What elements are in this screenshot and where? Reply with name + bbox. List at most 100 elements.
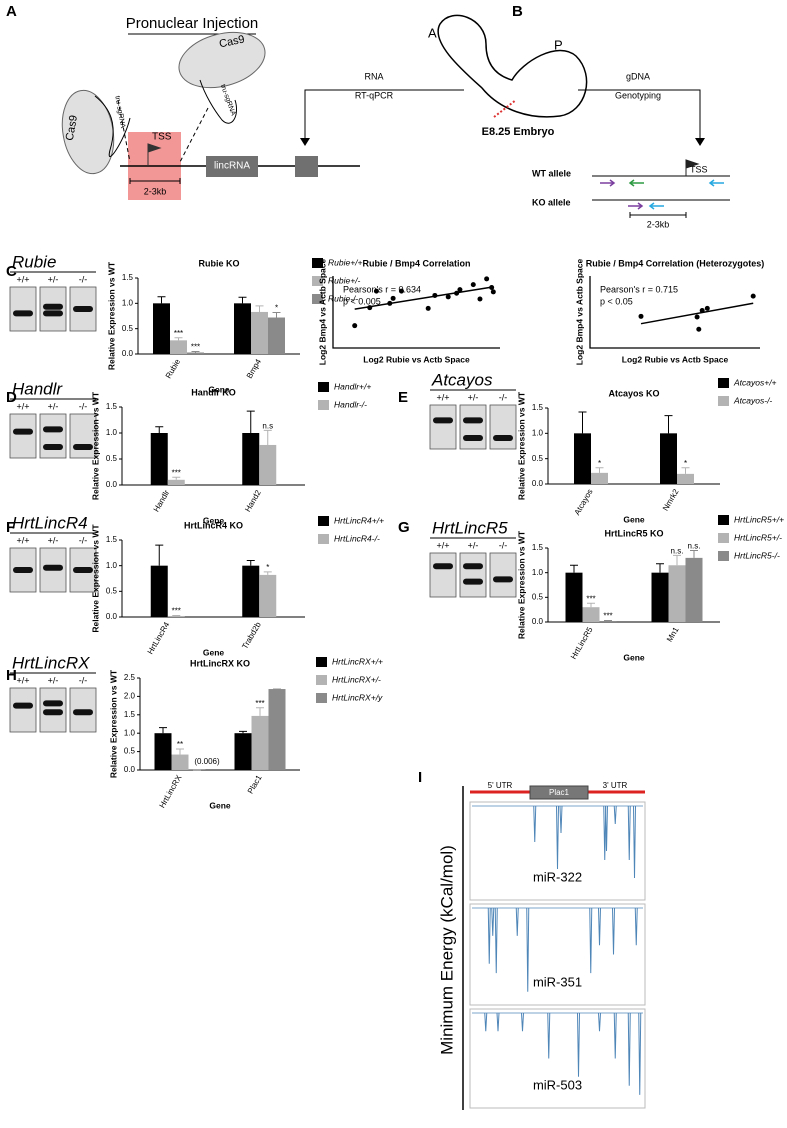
legend-label: Rubie+/+ — [328, 257, 363, 267]
significance: n.s — [262, 422, 273, 431]
y-axis-label: Relative Expression vs WT — [516, 391, 526, 500]
y-tick-label: 1.5 — [106, 402, 118, 411]
region-label: 3' UTR — [603, 781, 628, 790]
bar — [154, 733, 172, 770]
error-bar — [263, 571, 272, 575]
bar — [251, 311, 268, 354]
gel-lane — [69, 413, 97, 459]
legend-label: Rubie-/- — [328, 293, 358, 303]
significance: *** — [174, 329, 183, 338]
bar — [170, 340, 187, 354]
energy-spike — [484, 1012, 488, 1032]
error-bar — [690, 549, 698, 558]
error-bar — [587, 602, 595, 608]
tss-flag — [685, 159, 700, 176]
plot-label: miR-503 — [533, 1077, 582, 1092]
exon — [295, 156, 318, 177]
cas9-label: Cas9 — [64, 114, 80, 141]
x-tick-label: Atcayos — [573, 488, 595, 517]
energy-spike — [598, 907, 601, 946]
panel-letter: H — [6, 667, 17, 684]
point — [699, 308, 705, 314]
y-tick-label: 0.5 — [106, 586, 118, 595]
lane-label: +/- — [468, 392, 479, 402]
gel-lane — [429, 552, 457, 598]
legend-swatch — [312, 276, 323, 286]
panel-letter: C — [6, 263, 17, 280]
point — [477, 296, 483, 302]
x-axis-label: Gene — [209, 800, 231, 810]
error-bar — [570, 564, 578, 573]
allele-label: KO allele — [532, 197, 571, 207]
tss-label: TSS — [152, 132, 172, 143]
y-tick-label: 2.0 — [124, 692, 136, 701]
annotation: p < 0.005 — [343, 296, 381, 306]
energy-spike — [613, 1012, 617, 1059]
embryo-label: E8.25 Embryo — [482, 126, 555, 138]
lane-label: +/- — [48, 401, 59, 411]
point — [694, 314, 700, 320]
y-tick-label: 0.5 — [122, 324, 134, 333]
x-tick-label: HrtLincR5 — [569, 625, 595, 661]
error-bar — [238, 296, 247, 304]
energy-spike — [612, 907, 615, 955]
bar — [150, 433, 168, 485]
legend-swatch — [718, 551, 729, 561]
gel-band — [493, 576, 513, 583]
point — [484, 276, 490, 282]
energy-spike — [627, 1012, 631, 1086]
sgrna-label: tru-sgRNA — [113, 95, 126, 129]
energy-spike — [526, 907, 530, 992]
error-bar — [664, 415, 673, 434]
arrow — [578, 89, 701, 140]
legend-label: HrtLincR5+/+ — [734, 514, 784, 524]
energy-spike — [547, 1012, 551, 1059]
bar — [187, 352, 204, 354]
arrow — [304, 89, 464, 140]
panel-letter: F — [6, 519, 15, 536]
significance: (0.006) — [194, 757, 220, 766]
legend-swatch — [718, 515, 729, 525]
gel-band — [73, 444, 93, 450]
x-tick-label: Handlr — [152, 488, 172, 513]
point — [489, 285, 495, 291]
x-tick-label: Plac1 — [246, 773, 264, 795]
error-bar — [155, 426, 164, 433]
x-tick-label: HrtLincR4 — [146, 620, 172, 656]
y-tick-label: 0.5 — [106, 454, 118, 463]
significance: *** — [586, 594, 595, 603]
legend-swatch — [312, 294, 323, 304]
energy-spike — [638, 1012, 642, 1095]
annotation: p < 0.05 — [600, 296, 633, 306]
gel-title: Handlr — [12, 379, 63, 398]
gel-band — [433, 417, 453, 424]
legend-label: HrtLincRX+/- — [332, 674, 381, 684]
error-bar — [256, 707, 264, 716]
arrow-label: gDNA — [626, 71, 650, 81]
x-tick-label: Trabd2b — [240, 620, 263, 651]
lane-label: +/+ — [436, 392, 449, 402]
point — [387, 300, 393, 306]
bar — [259, 444, 277, 485]
region-label: 5' UTR — [488, 781, 513, 790]
y-tick-label: 1.5 — [124, 710, 136, 719]
gel-band — [43, 709, 63, 716]
lane-label: -/- — [79, 401, 88, 411]
error-bar — [578, 411, 587, 434]
y-tick-label: 1.5 — [532, 543, 544, 552]
gel-band — [463, 578, 483, 585]
y-axis-label: Relative Expression vs WT — [106, 261, 116, 370]
primer — [628, 179, 644, 187]
gel-band — [463, 435, 483, 441]
significance: *** — [191, 343, 200, 352]
legend-label: Atcayos-/- — [733, 395, 772, 405]
legend-swatch — [312, 258, 323, 268]
lincrna-label: lincRNA — [214, 161, 250, 172]
gel-lane — [459, 404, 487, 450]
arrow-label: RT-qPCR — [355, 90, 394, 100]
panel-b: A P E8.25 Embryo RNA RT-qPCR gDNA Genoty… — [300, 14, 730, 229]
error-bar — [246, 410, 255, 433]
significance: * — [598, 459, 601, 468]
size-label: 2-3kb — [647, 219, 670, 229]
